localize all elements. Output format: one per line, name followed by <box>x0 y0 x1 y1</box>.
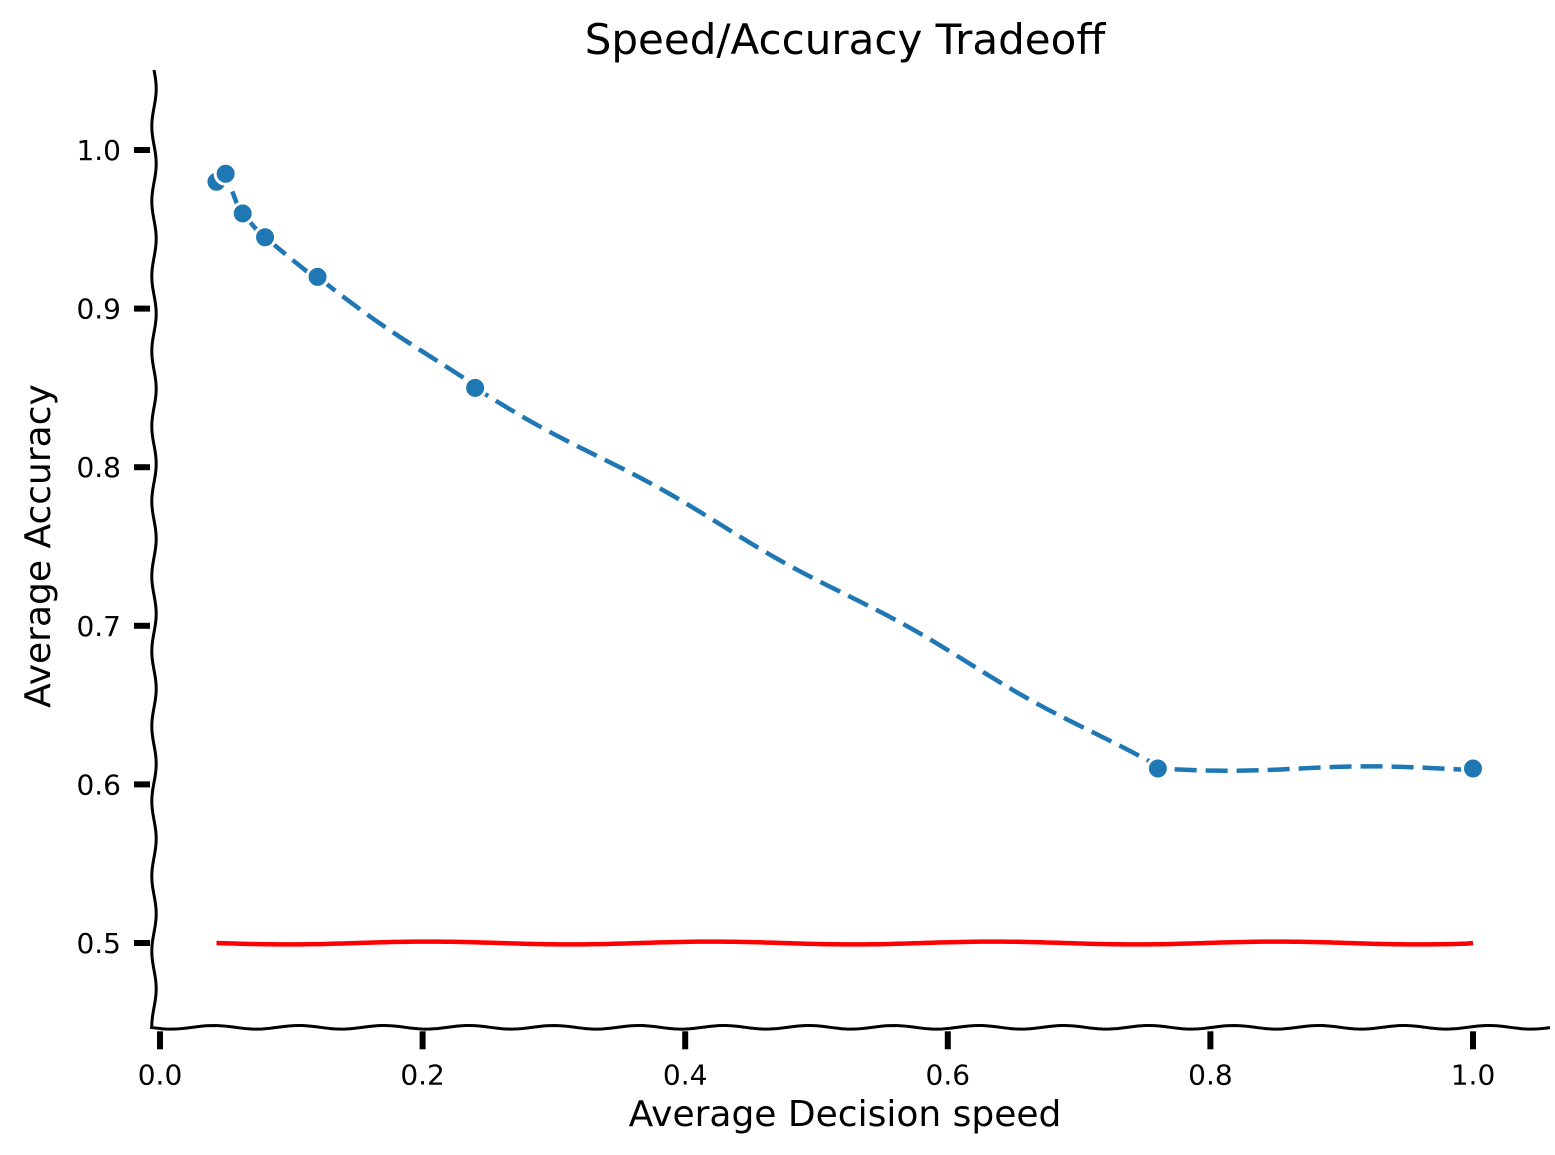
x-tick-label: 0.6 <box>926 1058 971 1091</box>
x-tick-label: 0.4 <box>663 1058 708 1091</box>
x-tick-label: 0.8 <box>1188 1058 1233 1091</box>
y-tick-label: 1.0 <box>76 134 121 167</box>
y-tick-label: 0.9 <box>76 293 121 326</box>
y-axis-line <box>150 69 158 1027</box>
axes: 0.0 0.2 0.4 0.6 0.8 1.0 0.5 0.6 0.7 0.8 0.9 1.0 <box>76 69 1551 1091</box>
x-tick-label: 0.0 <box>138 1058 183 1091</box>
data-point <box>1145 756 1170 781</box>
accuracy-line <box>215 171 1474 773</box>
x-tick-label: 1.0 <box>1451 1058 1496 1091</box>
data-point <box>305 264 330 289</box>
data-point <box>1461 756 1485 781</box>
data-point <box>253 225 278 250</box>
y-tick-label: 0.5 <box>76 927 121 960</box>
series-group <box>204 161 1485 947</box>
x-tick-label: 0.2 <box>400 1058 445 1091</box>
y-tick-label: 0.6 <box>76 768 121 801</box>
data-point <box>213 161 238 186</box>
y-axis-label: Average Accuracy <box>18 384 59 708</box>
data-point <box>463 375 488 400</box>
chart-title: Speed/Accuracy Tradeoff <box>585 15 1107 64</box>
y-tick-label: 0.8 <box>76 451 121 484</box>
data-point <box>230 201 255 226</box>
y-tick-label: 0.7 <box>76 610 121 643</box>
baseline-line <box>216 939 1474 947</box>
x-axis-label: Average Decision speed <box>629 1094 1062 1135</box>
x-axis-line <box>149 1023 1551 1031</box>
